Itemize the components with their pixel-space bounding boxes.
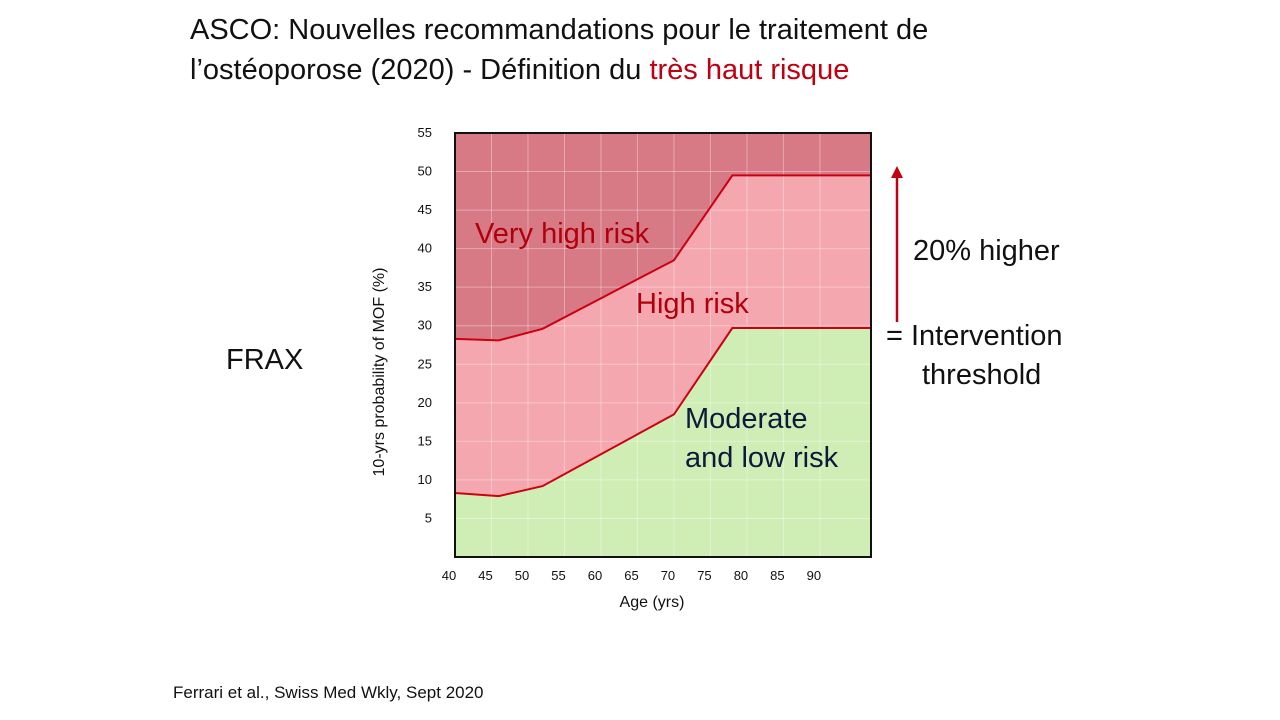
slide-title-line2: l’ostéoporose (2020) - Définition du trè… (190, 50, 1190, 90)
threshold-label-line1: = Intervention (886, 320, 1063, 352)
chart-grid (455, 133, 871, 557)
region-label-high: High risk (636, 288, 749, 320)
x-axis-title: Age (yrs) (620, 594, 685, 611)
x-tick-1: 45 (478, 568, 492, 583)
higher-label: 20% higher (913, 235, 1060, 267)
region-label-moderate-line2: and low risk (685, 442, 839, 474)
x-tick-labels: 40 45 50 55 60 65 70 75 80 85 90 (442, 568, 821, 583)
y-tick-2: 15 (418, 433, 432, 448)
region-label-very-high: Very high risk (475, 218, 650, 250)
higher-arrow-head (891, 166, 903, 178)
slide-title: ASCO: Nouvelles recommandations pour le … (190, 10, 1190, 90)
x-tick-0: 40 (442, 568, 456, 583)
y-axis-title: 10-yrs probability of MOF (%) (371, 268, 388, 477)
y-tick-7: 40 (418, 241, 432, 256)
y-tick-8: 45 (418, 202, 432, 217)
x-tick-5: 65 (624, 568, 638, 583)
y-tick-0: 5 (425, 510, 432, 525)
x-tick-4: 60 (588, 568, 602, 583)
y-tick-5: 30 (418, 318, 432, 333)
slide-title-accent: très haut risque (649, 54, 850, 86)
y-tick-6: 35 (418, 279, 432, 294)
x-tick-9: 85 (770, 568, 784, 583)
x-tick-10: 90 (807, 568, 821, 583)
area-series-2 (455, 133, 871, 341)
y-tick-4: 25 (418, 356, 432, 371)
area-series-0 (455, 328, 871, 557)
area-series-1 (455, 175, 871, 497)
x-tick-2: 50 (515, 568, 529, 583)
x-tick-6: 70 (661, 568, 675, 583)
x-tick-3: 55 (551, 568, 565, 583)
region-label-moderate-line1: Moderate (685, 403, 808, 435)
chart-areas (455, 133, 871, 557)
citation: Ferrari et al., Swiss Med Wkly, Sept 202… (173, 683, 484, 702)
x-tick-8: 80 (734, 568, 748, 583)
plot-frame (454, 132, 872, 558)
y-tick-1: 10 (418, 472, 432, 487)
slide-title-line2-prefix: l’ostéoporose (2020) - Définition du (190, 54, 650, 86)
y-tick-10: 55 (418, 125, 432, 140)
frax-label: FRAX (226, 344, 304, 376)
y-tick-3: 20 (418, 395, 432, 410)
y-tick-9: 50 (418, 164, 432, 179)
slide-title-line1: ASCO: Nouvelles recommandations pour le … (190, 14, 929, 46)
threshold-label-line2: threshold (922, 359, 1042, 391)
y-tick-labels: 5 10 15 20 25 30 35 40 45 50 55 (418, 125, 432, 525)
chart-boundaries (454, 174, 871, 498)
boundary-line-0 (454, 327, 871, 498)
x-tick-7: 75 (697, 568, 711, 583)
boundary-line-1 (454, 174, 871, 342)
